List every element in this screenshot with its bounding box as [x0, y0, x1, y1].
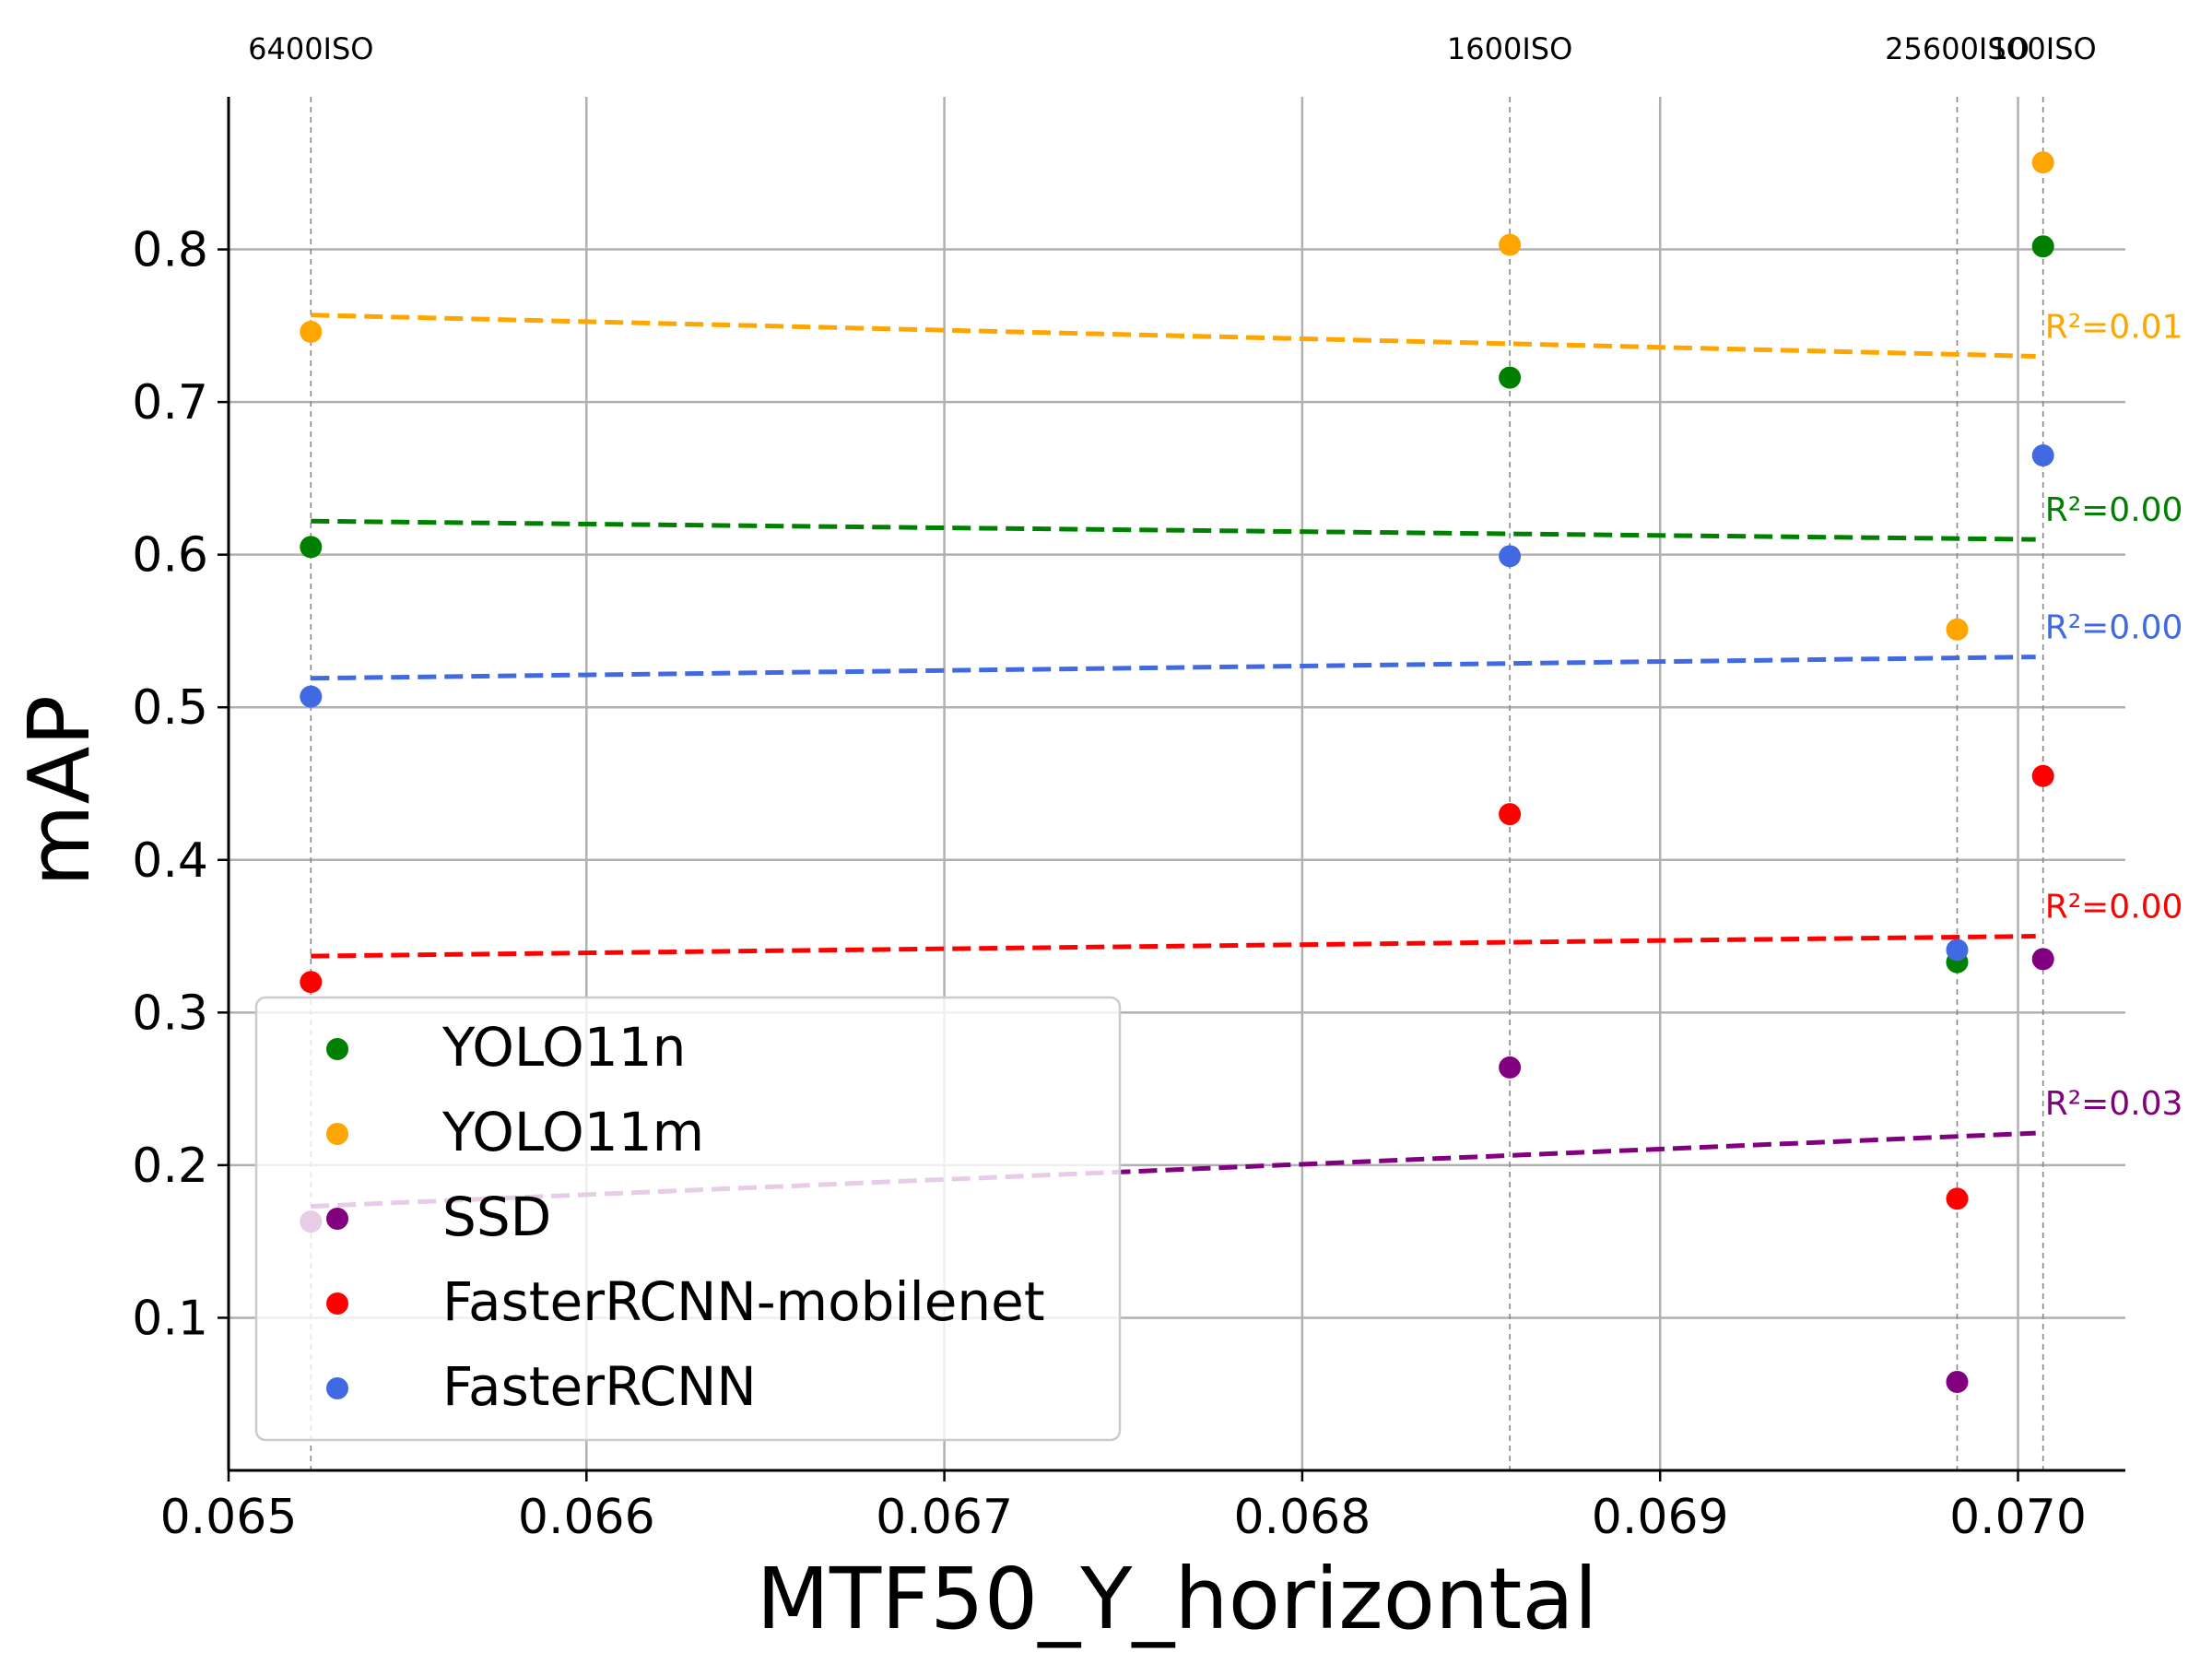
r2-label-layer: R²=0.00 R²=0.01 R²=0.03 R²=0.00 R²=0.00: [2045, 308, 2183, 1123]
x-tick-label: 0.067: [876, 1490, 1013, 1545]
legend-label: YOLO11n: [441, 1016, 686, 1079]
y-tick-label: 0.4: [132, 833, 208, 889]
data-point: [2031, 151, 2054, 174]
iso-marker-label: 1600ISO: [1447, 31, 1572, 66]
data-point: [1946, 938, 1969, 962]
legend-marker: [326, 1377, 348, 1399]
legend-marker: [326, 1123, 348, 1145]
axis-layer: 0.065 0.066 0.067 0.068 0.069 0.070 0.1 0.2 0.3 0…: [132, 97, 2125, 1545]
legend-label: FasterRCNN-mobilenet: [442, 1270, 1045, 1333]
r2-label: R²=0.00: [2045, 491, 2183, 529]
trendline: [311, 655, 2036, 681]
y-tick-label: 0.1: [132, 1291, 208, 1346]
legend-label: FasterRCNN: [442, 1355, 757, 1418]
x-axis-title: MTF50_Y_horizontal: [757, 1550, 1598, 1648]
x-tick-label: 0.069: [1592, 1490, 1729, 1545]
y-tick-label: 0.8: [132, 223, 208, 278]
grid-layer: [227, 97, 2125, 1470]
legend-marker: [326, 1038, 348, 1060]
data-point: [1499, 545, 1522, 568]
data-point: [1499, 233, 1522, 256]
trendline: [311, 313, 2036, 359]
legend: YOLO11n YOLO11m SSD FasterRCNN-mobilenet Fas…: [254, 996, 1122, 1442]
y-tick-label: 0.6: [132, 528, 208, 584]
r2-label: R²=0.00: [2045, 889, 2183, 926]
data-point: [2031, 764, 2054, 787]
data-point: [1946, 1187, 1969, 1210]
point-layer: [300, 151, 2054, 1393]
data-point: [2031, 235, 2054, 258]
r2-label: R²=0.00: [2045, 609, 2183, 647]
data-point: [1946, 1370, 1969, 1393]
trendline: [311, 518, 2036, 542]
data-point: [300, 685, 323, 708]
y-tick-label: 0.5: [132, 680, 208, 736]
data-point: [300, 320, 323, 343]
x-tick-label: 0.065: [160, 1490, 298, 1545]
iso-marker-label: 6400ISO: [248, 31, 373, 66]
data-point: [2031, 444, 2054, 467]
trendline: [311, 1130, 2036, 1210]
data-point: [300, 536, 323, 559]
legend-marker: [326, 1292, 348, 1315]
y-tick-label: 0.7: [132, 375, 208, 431]
data-point: [1499, 803, 1522, 826]
x-tick-label: 0.070: [1949, 1490, 2087, 1545]
data-point: [1499, 1056, 1522, 1079]
iso-marker-label: 100ISO: [1990, 31, 2097, 66]
legend-marker: [326, 1208, 348, 1230]
r2-label: R²=0.01: [2045, 308, 2183, 346]
x-tick-label: 0.068: [1233, 1490, 1371, 1545]
trendline-layer: [311, 313, 2036, 1210]
legend-label: YOLO11m: [441, 1101, 704, 1163]
data-point: [2031, 948, 2054, 971]
y-tick-label: 0.3: [132, 985, 208, 1041]
trendline: [311, 934, 2036, 959]
r2-label: R²=0.03: [2045, 1085, 2183, 1123]
legend-label: SSD: [442, 1186, 551, 1248]
legend-box: [254, 996, 1122, 1442]
iso-marker-label: 25600ISO: [1885, 31, 2030, 66]
data-point: [1499, 366, 1522, 389]
y-axis-title: mAP: [10, 695, 109, 887]
data-point: [300, 971, 323, 994]
x-tick-label: 0.066: [518, 1490, 655, 1545]
data-point: [1946, 618, 1969, 641]
y-tick-label: 0.2: [132, 1139, 208, 1194]
